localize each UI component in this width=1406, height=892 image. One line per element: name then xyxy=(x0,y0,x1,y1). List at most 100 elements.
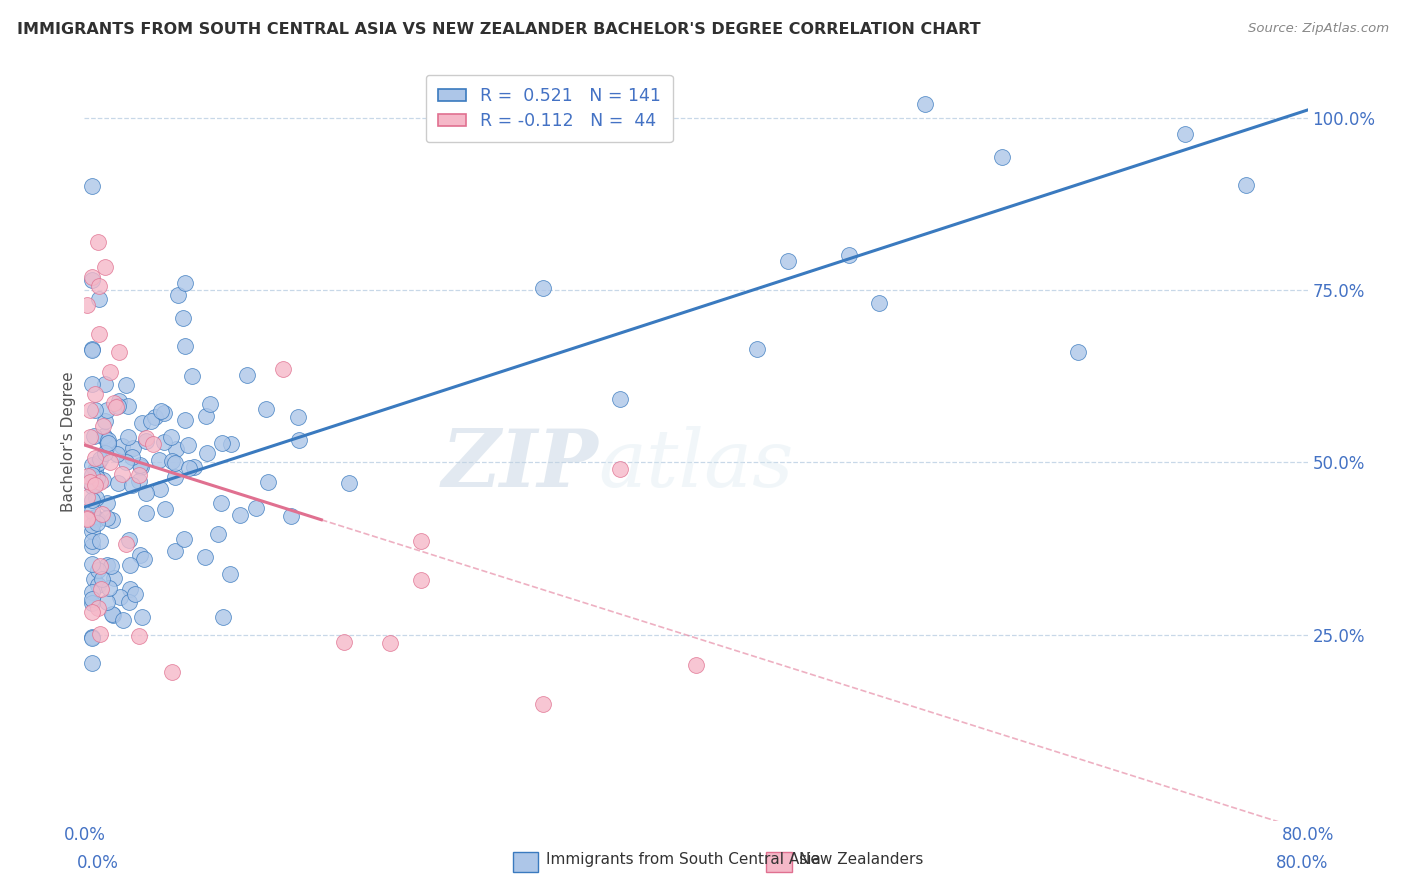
Point xyxy=(195,445,218,459)
Point xyxy=(609,462,631,476)
Point xyxy=(91,508,114,522)
Point xyxy=(108,591,131,605)
Point xyxy=(93,414,115,428)
Point xyxy=(91,473,114,487)
Point xyxy=(96,511,118,525)
Point xyxy=(97,435,120,450)
Point xyxy=(609,392,631,406)
Point xyxy=(83,478,105,492)
Point xyxy=(86,471,108,485)
Point xyxy=(409,533,432,548)
Legend: R =  0.521   N = 141, R = -0.112   N =  44: R = 0.521 N = 141, R = -0.112 N = 44 xyxy=(426,75,672,142)
Point xyxy=(80,272,103,286)
Point xyxy=(80,524,103,538)
Point xyxy=(747,342,769,356)
Text: atlas: atlas xyxy=(598,425,793,503)
Point xyxy=(87,577,110,591)
Point xyxy=(165,442,187,456)
Point xyxy=(79,402,101,417)
Point xyxy=(103,571,125,585)
Point xyxy=(117,429,139,443)
Point xyxy=(97,438,120,452)
Point xyxy=(128,629,150,643)
Point xyxy=(163,457,186,471)
Point xyxy=(153,406,176,420)
Point xyxy=(177,461,200,475)
Point xyxy=(149,482,172,496)
Point xyxy=(135,431,157,445)
Point xyxy=(94,260,117,274)
Point xyxy=(80,343,103,358)
Point xyxy=(87,563,110,577)
Point xyxy=(1174,128,1197,142)
Point xyxy=(107,399,129,413)
Point xyxy=(173,532,195,546)
Point xyxy=(194,549,217,564)
Point xyxy=(80,492,103,507)
Point xyxy=(105,400,128,414)
Point xyxy=(135,506,157,520)
Point xyxy=(280,509,302,524)
Text: 80.0%: 80.0% xyxy=(1277,855,1329,872)
Point xyxy=(80,467,103,482)
Point xyxy=(211,436,233,450)
Point xyxy=(121,450,143,465)
Point xyxy=(153,434,176,449)
Point xyxy=(131,416,153,430)
Point xyxy=(198,396,221,410)
Point xyxy=(84,386,107,401)
Point xyxy=(83,429,105,443)
Point xyxy=(86,516,108,530)
Point xyxy=(207,526,229,541)
Point xyxy=(94,431,117,445)
Point xyxy=(108,394,131,409)
Point xyxy=(94,446,117,460)
Point xyxy=(94,377,117,392)
Point xyxy=(149,404,172,418)
Point xyxy=(76,490,98,504)
Point xyxy=(135,486,157,500)
Point xyxy=(87,235,110,249)
Point xyxy=(183,459,205,474)
Point xyxy=(84,402,107,417)
Point xyxy=(153,502,176,516)
Point xyxy=(112,613,135,627)
Point xyxy=(257,475,280,489)
Point xyxy=(118,582,141,596)
Point xyxy=(101,607,124,621)
Point xyxy=(409,573,432,587)
Point xyxy=(84,450,107,465)
Point xyxy=(159,429,181,443)
Point xyxy=(80,342,103,356)
Point xyxy=(96,558,118,572)
Point xyxy=(1236,178,1258,192)
Point xyxy=(96,496,118,510)
Point xyxy=(86,471,108,485)
Point xyxy=(80,517,103,532)
Point xyxy=(115,455,138,469)
Point xyxy=(86,601,108,615)
Point xyxy=(139,414,162,428)
Point xyxy=(76,469,98,483)
Point xyxy=(89,475,111,489)
Point xyxy=(97,581,120,595)
Point xyxy=(129,458,152,472)
Point xyxy=(160,665,183,679)
Point xyxy=(91,419,114,434)
Point xyxy=(163,544,186,558)
Point xyxy=(869,296,891,310)
Point xyxy=(108,345,131,359)
Point xyxy=(531,280,554,294)
Point xyxy=(80,377,103,392)
Point xyxy=(79,475,101,490)
Text: Immigrants from South Central Asia: Immigrants from South Central Asia xyxy=(546,852,821,867)
Point xyxy=(89,452,111,467)
Point xyxy=(129,460,152,475)
Point xyxy=(80,657,103,671)
Point xyxy=(142,437,165,451)
Point xyxy=(129,548,152,562)
Point xyxy=(100,559,122,574)
Point xyxy=(339,476,361,491)
Text: New Zealanders: New Zealanders xyxy=(799,852,922,867)
Point xyxy=(131,609,153,624)
